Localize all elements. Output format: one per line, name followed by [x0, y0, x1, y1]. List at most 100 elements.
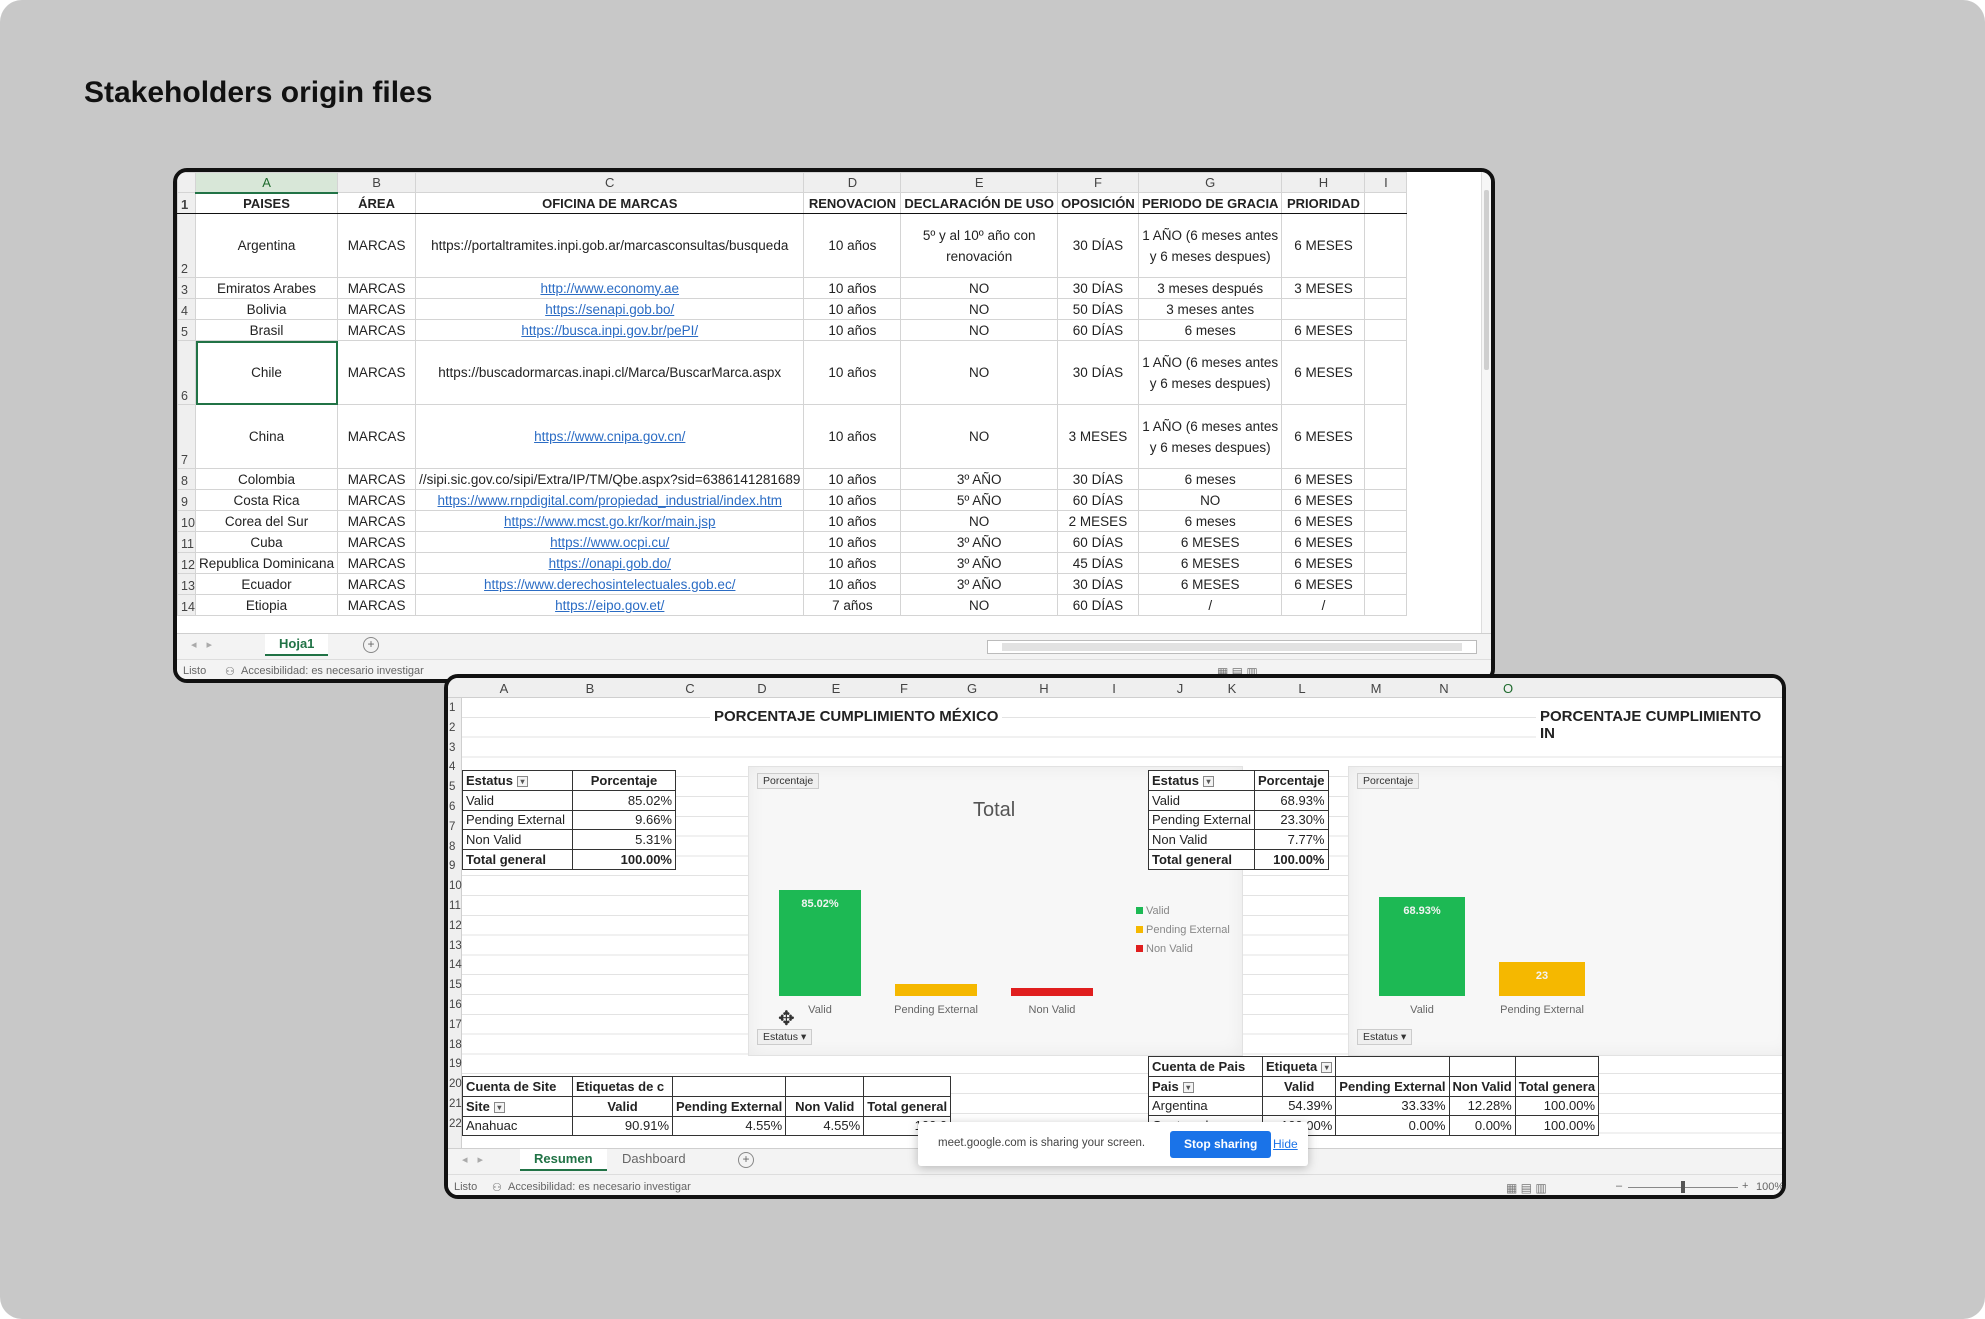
cell-oficina[interactable]: http://www.economy.ae	[415, 277, 805, 299]
cell-gracia[interactable]: 1 AÑO (6 meses antes y 6 meses despues)	[1137, 213, 1283, 278]
cell[interactable]: 12.28%	[1448, 1095, 1516, 1117]
row-header[interactable]: 2	[177, 213, 196, 278]
cell-opos[interactable]: 60 DÍAS	[1056, 489, 1139, 511]
cell-renov[interactable]: 10 años	[803, 277, 902, 299]
cell[interactable]	[1364, 573, 1408, 595]
cell-oficina[interactable]: https://onapi.gob.do/	[415, 552, 805, 574]
cell-decl[interactable]: 3º AÑO	[900, 573, 1058, 595]
cell-prior[interactable]: 6 MESES	[1281, 404, 1366, 469]
cell-opos[interactable]: 30 DÍAS	[1056, 340, 1139, 405]
tab-dashboard[interactable]: Dashboard	[622, 1151, 686, 1166]
cell-decl[interactable]: NO	[900, 340, 1058, 405]
cell-gracia[interactable]: 6 MESES	[1137, 552, 1283, 574]
cell-opos[interactable]: 60 DÍAS	[1056, 531, 1139, 553]
view-mode-icons[interactable]: ▦ ▤ ▥	[1506, 1181, 1547, 1195]
cell-area[interactable]: MARCAS	[337, 277, 417, 299]
cell[interactable]	[1364, 531, 1408, 553]
cell-opos[interactable]: 2 MESES	[1056, 510, 1139, 532]
header-cell[interactable]: Valid	[572, 1095, 673, 1117]
header-cell[interactable]: Estatus ▾	[1147, 770, 1256, 791]
cell[interactable]	[1364, 552, 1408, 574]
tab-resumen[interactable]: Resumen	[520, 1149, 607, 1171]
zoom-slider[interactable]	[1628, 1181, 1738, 1193]
cell-pais[interactable]: Colombia	[194, 468, 339, 490]
cell-renov[interactable]: 10 años	[803, 340, 902, 405]
cell[interactable]: Non Valid	[1147, 829, 1256, 851]
row-header[interactable]: 4	[177, 298, 196, 320]
cell-gracia[interactable]: 6 MESES	[1137, 531, 1283, 553]
row-header[interactable]: 18	[449, 1038, 462, 1051]
cell-gracia[interactable]: 6 meses	[1137, 319, 1283, 341]
cell-gracia[interactable]: 6 MESES	[1137, 573, 1283, 595]
cell-decl[interactable]: 3º AÑO	[900, 468, 1058, 490]
header-cell[interactable]: Porcentaje	[1254, 770, 1329, 791]
cell-decl[interactable]: NO	[900, 277, 1058, 299]
chart-other[interactable]: Porcentaje 68.93% Valid 23 Pending External…	[1348, 766, 1782, 1056]
cell-pais[interactable]: Republica Dominicana	[194, 552, 339, 574]
cell-decl[interactable]: NO	[900, 594, 1058, 616]
bar-valid[interactable]: 85.02%	[779, 889, 861, 996]
cell-prior[interactable]: 6 MESES	[1281, 552, 1366, 574]
cell-renov[interactable]: 7 años	[803, 594, 902, 616]
tab-hoja1[interactable]: Hoja1	[265, 634, 329, 656]
cell-pais[interactable]: China	[194, 404, 339, 469]
cell[interactable]: Pending External	[462, 809, 573, 831]
cell-opos[interactable]: 60 DÍAS	[1056, 594, 1139, 616]
cell[interactable]: 23.30%	[1254, 809, 1329, 831]
zoom-out-icon[interactable]: –	[1616, 1180, 1623, 1192]
cell-renov[interactable]: 10 años	[803, 489, 902, 511]
cell-gracia[interactable]: /	[1137, 594, 1283, 616]
filter-icon[interactable]: ▾	[1202, 775, 1214, 787]
cell-area[interactable]: MARCAS	[337, 552, 417, 574]
cell-renov[interactable]: 10 años	[803, 213, 902, 278]
header-cell[interactable]: Non Valid	[1448, 1075, 1516, 1097]
col-header[interactable]: F	[900, 681, 908, 696]
cell-gracia[interactable]: 6 meses	[1137, 468, 1283, 490]
cell-gracia[interactable]: NO	[1137, 489, 1283, 511]
status-accessibility[interactable]: Accesibilidad: es necesario investigar	[508, 1181, 691, 1193]
cell[interactable]: 4.55%	[785, 1115, 865, 1137]
col-header[interactable]: B	[585, 681, 595, 696]
cell-pais[interactable]: Costa Rica	[194, 489, 339, 511]
cell-opos[interactable]: 30 DÍAS	[1056, 277, 1139, 299]
cell-decl[interactable]: 3º AÑO	[900, 531, 1058, 553]
cell-renov[interactable]: 10 años	[803, 298, 902, 320]
header-cell[interactable]: Site ▾	[462, 1095, 573, 1117]
cell-pais[interactable]: Ecuador	[194, 573, 339, 595]
cell-area[interactable]: MARCAS	[337, 531, 417, 553]
col-header[interactable]: F	[1056, 172, 1139, 193]
col-header[interactable]: E	[900, 172, 1058, 193]
cell[interactable]: Non Valid	[462, 829, 573, 851]
cell[interactable]: 33.33%	[1335, 1095, 1450, 1117]
col-header[interactable]: B	[337, 172, 417, 193]
cell-oficina[interactable]: https://senapi.gob.bo/	[415, 298, 805, 320]
row-header[interactable]: 22	[449, 1117, 462, 1130]
cell-oficina[interactable]: https://portaltramites.inpi.gob.ar/marca…	[415, 213, 805, 278]
col-header[interactable]: C	[415, 172, 805, 193]
cell-opos[interactable]: 30 DÍAS	[1056, 213, 1139, 278]
header-cell[interactable]: Valid	[1261, 1075, 1337, 1097]
cell-opos[interactable]: 30 DÍAS	[1056, 573, 1139, 595]
col-header[interactable]: H	[1281, 172, 1366, 193]
status-accessibility[interactable]: Accesibilidad: es necesario investigar	[241, 665, 424, 677]
cell-oficina[interactable]: https://busca.inpi.gov.br/pePI/	[415, 319, 805, 341]
cell-pais[interactable]: Bolivia	[194, 298, 339, 320]
cell-renov[interactable]: 10 años	[803, 404, 902, 469]
col-header[interactable]: H	[1039, 681, 1049, 696]
cell-decl[interactable]: NO	[900, 510, 1058, 532]
row-header[interactable]: 2	[449, 721, 456, 734]
cell-area[interactable]: MARCAS	[337, 213, 417, 278]
cell-prior[interactable]: 6 MESES	[1281, 468, 1366, 490]
cell-area[interactable]: MARCAS	[337, 468, 417, 490]
bar-valid[interactable]: 68.93%	[1379, 896, 1465, 996]
cell[interactable]	[1448, 1056, 1516, 1077]
col-header[interactable]: G	[966, 681, 978, 696]
header-cell[interactable]: Etiquetas de c	[572, 1076, 673, 1097]
cell-pais[interactable]: Etiopia	[194, 594, 339, 616]
col-header[interactable]: L	[1298, 681, 1306, 696]
cell[interactable]	[1364, 594, 1408, 616]
cell-area[interactable]: MARCAS	[337, 340, 417, 405]
row-header[interactable]: 8	[449, 840, 456, 853]
bar-non-valid[interactable]	[1011, 988, 1093, 996]
row-header[interactable]: 3	[177, 277, 196, 299]
